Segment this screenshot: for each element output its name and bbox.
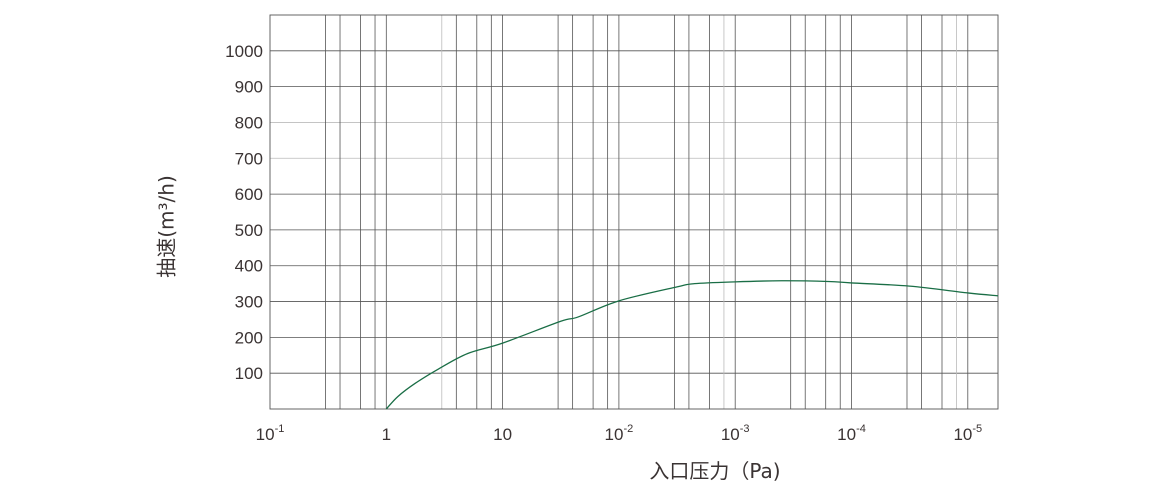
y-tick-label: 1000 [225, 42, 263, 61]
x-tick-label: 10-5 [953, 423, 982, 444]
x-tick-exponent: -2 [623, 423, 633, 435]
series-line [385, 280, 999, 410]
y-tick-label: 800 [235, 113, 263, 132]
y-tick-label: 400 [235, 257, 263, 276]
x-tick-label: 10-1 [256, 423, 285, 444]
x-tick-base: 10 [256, 425, 275, 444]
x-tick-label: 10-4 [837, 423, 866, 444]
x-tick-exponent: -1 [275, 423, 285, 435]
y-tick-label: 300 [235, 293, 263, 312]
x-tick-base: 10 [837, 425, 856, 444]
y-tick-label: 900 [235, 78, 263, 97]
y-tick-label: 200 [235, 328, 263, 347]
y-tick-label: 500 [235, 221, 263, 240]
x-tick-base: 10 [493, 425, 512, 444]
y-tick-label: 100 [235, 364, 263, 383]
x-tick-base: 10 [953, 425, 972, 444]
x-tick-label: 10 [493, 425, 512, 444]
x-tick-exponent: -5 [972, 423, 982, 435]
x-tick-label: 1 [382, 425, 391, 444]
y-tick-label: 700 [235, 149, 263, 168]
plot-frame [269, 14, 999, 410]
x-tick-base: 10 [605, 425, 624, 444]
x-tick-base: 10 [721, 425, 740, 444]
x-tick-exponent: -3 [740, 423, 750, 435]
x-tick-label: 10-3 [721, 423, 750, 444]
x-axis-label: 入口压力（Pa) [649, 459, 781, 483]
x-tick-exponent: -4 [856, 423, 866, 435]
y-tick-label: 600 [235, 185, 263, 204]
y-axis-label: 抽速(m³/h) [154, 175, 179, 278]
x-tick-label: 10-2 [605, 423, 634, 444]
x-tick-base: 1 [382, 425, 391, 444]
